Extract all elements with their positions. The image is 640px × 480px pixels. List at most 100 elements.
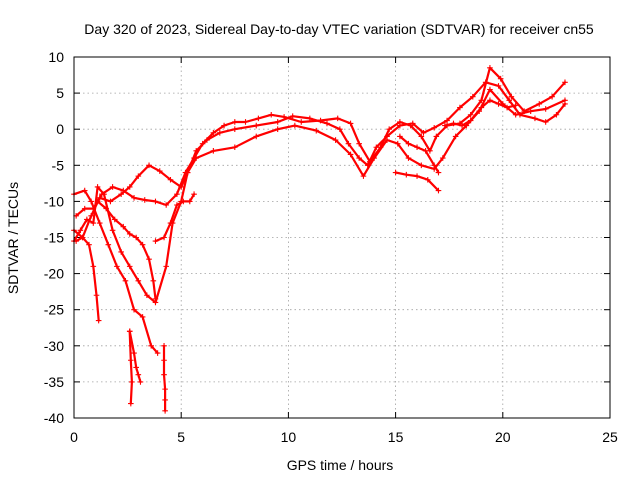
- data-point: [122, 278, 129, 284]
- data-point: [414, 144, 420, 151]
- data-point: [497, 75, 504, 82]
- data-point: [163, 263, 169, 270]
- data-point: [459, 122, 465, 129]
- series-track-i: [126, 328, 135, 407]
- data-point: [347, 120, 354, 127]
- data-point: [133, 234, 139, 241]
- data-point: [487, 86, 493, 93]
- series-track-j: [152, 191, 197, 244]
- data-point: [360, 173, 367, 179]
- data-point: [126, 184, 133, 190]
- data-point: [435, 169, 442, 176]
- data-point: [521, 108, 528, 114]
- data-point: [88, 213, 94, 219]
- data-point: [549, 93, 555, 100]
- data-point: [86, 241, 92, 248]
- series-line: [74, 236, 100, 322]
- data-point: [81, 205, 88, 212]
- data-point: [377, 144, 384, 151]
- data-point: [154, 350, 161, 356]
- data-point: [469, 93, 476, 100]
- data-point: [161, 234, 167, 241]
- data-point: [191, 155, 197, 161]
- x-axis-label: GPS time / hours: [287, 457, 394, 473]
- data-point: [210, 148, 217, 154]
- data-point: [274, 119, 281, 125]
- grid-layer: [74, 57, 610, 418]
- data-point: [442, 122, 448, 129]
- data-point: [356, 140, 362, 147]
- y-tick-label: -30: [44, 338, 64, 354]
- data-point: [99, 191, 105, 197]
- data-point: [221, 122, 227, 129]
- series-line: [128, 330, 133, 405]
- series-line: [398, 135, 440, 174]
- data-point: [317, 117, 324, 124]
- data-point: [418, 133, 425, 140]
- series-line: [96, 200, 157, 300]
- y-tick-label: -10: [44, 193, 64, 209]
- data-point: [161, 357, 167, 364]
- data-point: [135, 278, 142, 284]
- x-tick-label: 15: [388, 429, 404, 445]
- data-point: [120, 187, 127, 194]
- data-point: [118, 249, 124, 255]
- data-point: [174, 191, 180, 197]
- series-track-c: [71, 187, 161, 356]
- series-track-d: [73, 234, 102, 324]
- data-point: [420, 130, 427, 136]
- data-point: [146, 256, 152, 262]
- chart-title: Day 320 of 2023, Sidereal Day-to-day VTE…: [84, 21, 594, 37]
- series-track-l: [397, 133, 442, 176]
- data-point: [422, 148, 429, 154]
- data-point: [232, 144, 238, 151]
- data-point: [148, 343, 154, 349]
- data-point: [162, 386, 168, 392]
- data-point: [405, 155, 412, 161]
- data-point: [324, 120, 330, 127]
- data-point: [109, 227, 116, 234]
- data-point: [77, 227, 84, 234]
- data-point: [452, 133, 459, 140]
- data-point: [527, 108, 534, 114]
- data-point: [386, 126, 392, 132]
- data-point: [418, 162, 425, 169]
- data-point: [508, 93, 515, 100]
- data-point: [298, 119, 305, 125]
- data-point: [274, 126, 281, 132]
- data-point: [163, 202, 169, 208]
- data-point: [450, 120, 457, 127]
- data-point: [397, 119, 403, 125]
- data-point: [150, 278, 157, 284]
- data-point: [542, 106, 549, 112]
- y-tick-label: 0: [56, 121, 64, 137]
- data-point: [467, 111, 474, 118]
- data-point: [152, 238, 159, 244]
- data-point: [162, 407, 168, 414]
- data-point: [433, 133, 440, 140]
- data-point: [255, 115, 262, 122]
- data-point: [367, 158, 373, 165]
- data-point: [199, 140, 206, 147]
- data-point: [536, 101, 543, 107]
- data-point: [347, 151, 354, 158]
- data-point: [439, 155, 446, 161]
- tick-label-layer: 0 5 10 15 20 25 -40 -35 -30 -25 -20 -15 -10 -5 0 5 10: [44, 49, 618, 445]
- data-point: [161, 343, 167, 349]
- data-point: [345, 140, 352, 147]
- data-point: [152, 198, 159, 205]
- data-point: [478, 104, 485, 111]
- data-point: [487, 97, 493, 104]
- data-point: [126, 263, 133, 270]
- data-point: [93, 292, 100, 299]
- data-point: [337, 126, 343, 132]
- data-point: [95, 317, 102, 324]
- y-tick-label: -20: [44, 266, 64, 282]
- data-point: [562, 97, 568, 104]
- data-point: [131, 194, 137, 201]
- data-point: [94, 184, 101, 190]
- series-track-m: [442, 97, 519, 129]
- data-point: [90, 220, 97, 226]
- data-point: [313, 127, 320, 134]
